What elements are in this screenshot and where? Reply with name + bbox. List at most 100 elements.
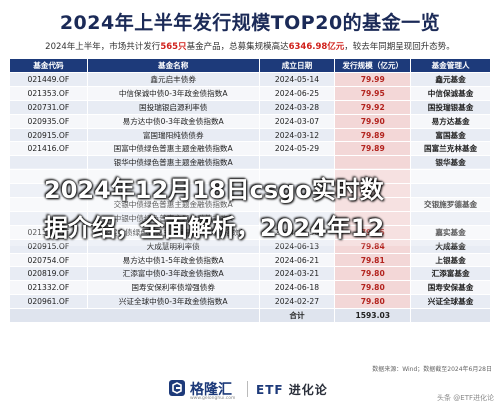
cell-name: 鑫元启丰债券 [86,72,260,87]
cell-name: 国寿安保利率债增强债券 [86,280,260,296]
cell-code: 020961.OF [9,294,88,310]
page-title: 2024年上半年发行规模TOP20的基金一览 [59,12,441,34]
total-row: 合计 1593.03 [9,308,491,324]
overlay-line-2: 据介绍，全面解析，2024年12 [44,214,385,242]
cell-code: 020915.OF [9,238,88,254]
cell-manager: 上银基金 [410,252,491,268]
cell-code: 021332.OF [9,280,88,296]
cell-code: 020731.OF [9,99,88,115]
cell-amount: 79.89 [334,127,412,143]
table-row: 020819.OF 汇添富中债0-3年政金债指数A 2024-03-21 79.80 汇… [9,266,491,282]
cell-code: 021449.OF [9,72,88,87]
table-row: 021353.OF 中信保诚中债0-3年政金债指数A 2024-06-25 79.95… [9,85,491,101]
cell-name [86,169,260,185]
cell-amount: 79.80 [334,280,412,296]
cell-date: 2024-05-29 [258,141,336,157]
cell-manager: 国富兰克林基金 [410,141,491,157]
cell-code: 020819.OF [9,266,88,282]
cell-name: 富国瑞阳纯债债券 [86,127,260,143]
cell-date [258,210,336,226]
cell-amount: 79.92 [334,99,412,115]
watermark-overlay: 2024年12月18日csgo实时数 据介绍，全面解析，2024年12 [0,168,500,246]
table-row: 交银中债绿色普惠主题金融债指数A 交银施罗德基金 [9,197,491,212]
cell-amount [334,210,412,226]
table-row: 020935.OF 易方达中债0-3年政金债指数A 2024-03-07 79.90 易… [9,113,491,129]
table-row: 020754.OF 易方达中债1-5年政金债指数A 2024-06-21 79.81 上… [9,252,491,268]
cell-amount: 79.99 [334,72,412,87]
cell-manager: 汇添富基金 [410,266,491,282]
cell-code: 020915.OF [9,127,88,143]
cell-name: 中信保诚中债0-3年政金债指数A [86,85,260,101]
cell-name [86,183,260,199]
cell-name: 易方达中债0-3年政金债指数A [86,113,260,129]
table-row: 021332.OF 国寿安保利率债增强债券 2024-06-18 79.80 国寿安保基… [9,280,491,296]
cell-name: 嘉实中债绿色普惠主题金融债券优选指数A [86,224,260,240]
cell-manager: 富国基金 [410,127,491,143]
cell-date: 2024-03-07 [258,113,336,129]
cell-amount: 79.89 [334,141,412,157]
corner-watermark: 头条 @ETF进化论 [437,394,494,402]
cell-manager: 鑫元基金 [410,72,491,87]
footer: 格隆汇 www.gelonghui.com ETF 进化论 头条 @ETF进化论 [0,372,500,408]
subtitle: 2024年上半年，市场共计发行565只基金产品，总募集规模高达6346.98亿元… [0,40,500,52]
header-name: 基金名称 [86,58,260,73]
subtitle-amount: 6346.98亿元 [288,42,345,52]
cell-date: 2024-06-25 [258,85,336,101]
total-empty [410,308,491,324]
cell-date: 2024-03-28 [258,99,336,115]
cell-date: 2024-05-30 [258,224,336,240]
logo-url: www.gelonghui.com [190,396,236,401]
cell-manager: 中信保诚基金 [410,85,491,101]
cell-amount: 79.81 [334,252,412,268]
cell-code: 021348.OF [9,224,88,240]
table-row: 020731.OF 国投瑞银启源利率债 2024-03-28 79.92 国投瑞银基金 [9,99,491,115]
cell-amount: 79.80 [334,266,412,282]
table-row [9,169,491,185]
table-row: 020915.OF 富国瑞阳纯债债券 2024-03-12 79.89 富国基金 [9,127,491,143]
header-code: 基金代码 [9,58,88,73]
cell-name: 国富中债绿色普惠主题金融债指数A [86,141,260,157]
cell-date: 2024-06-21 [258,252,336,268]
cell-manager: 大成基金 [410,238,491,254]
cell-code: 021416.OF [9,141,88,157]
cell-manager: 国寿安保基金 [410,280,491,296]
cell-manager: 易方达基金 [410,113,491,129]
cell-name: 国投瑞银启源利率债 [86,99,260,115]
table-row [9,183,491,199]
cell-date [258,169,336,185]
cell-code: 020935.OF [9,113,88,129]
table-row: 中银中债绿色普惠主题金融债指数A [9,210,491,226]
total-spacer [9,308,260,324]
cell-date: 2024-06-13 [258,238,336,254]
cell-amount: 79.80 [334,294,412,310]
cell-manager [410,169,491,185]
overlay-line-1: 2024年12月18日csgo实时数 [44,176,384,204]
cell-name: 兴证全球中债0-3年政金债指数A [86,294,260,310]
cell-amount [334,155,412,171]
cell-amount: 79.90 [334,113,412,129]
cell-name: 易方达中债1-5年政金债指数A [86,252,260,268]
header-amount: 发行规模（亿元） [334,58,412,73]
brand-rest: 进化论 [288,383,328,397]
table-row: 021416.OF 国富中债绿色普惠主题金融债指数A 2024-05-29 79.89… [9,141,491,157]
brand-etf: ETF [256,383,284,397]
cell-amount [334,197,412,212]
subtitle-mid: 基金产品，总募集规模高达 [186,42,289,52]
cell-date: 2024-05-14 [258,72,336,87]
cell-date [258,197,336,212]
cell-manager: 兴证全球基金 [410,294,491,310]
cell-date: 2024-02-27 [258,294,336,310]
gelonghui-logo-icon [169,380,185,396]
fund-table: 基金代码 基金名称 成立日期 发行规模（亿元） 基金管理人 021449.OF 鑫… [9,58,491,324]
cell-name: 汇添富中债0-3年政金债指数A [86,266,260,282]
brand-name: ETF 进化论 [256,381,328,398]
cell-code: 020754.OF [9,252,88,268]
cell-name: 交银中债绿色普惠主题金融债指数A [86,197,260,212]
header-manager: 基金管理人 [410,58,491,73]
subtitle-count: 565只 [160,42,187,52]
cell-amount [334,183,412,199]
cell-date: 2024-03-12 [258,127,336,143]
subtitle-pre: 2024年上半年，市场共计发行 [45,42,161,52]
cell-manager: 银华基金 [410,155,491,171]
data-source-note: 数据来源：Wind；数据截至2024年6月28日 [372,366,492,373]
